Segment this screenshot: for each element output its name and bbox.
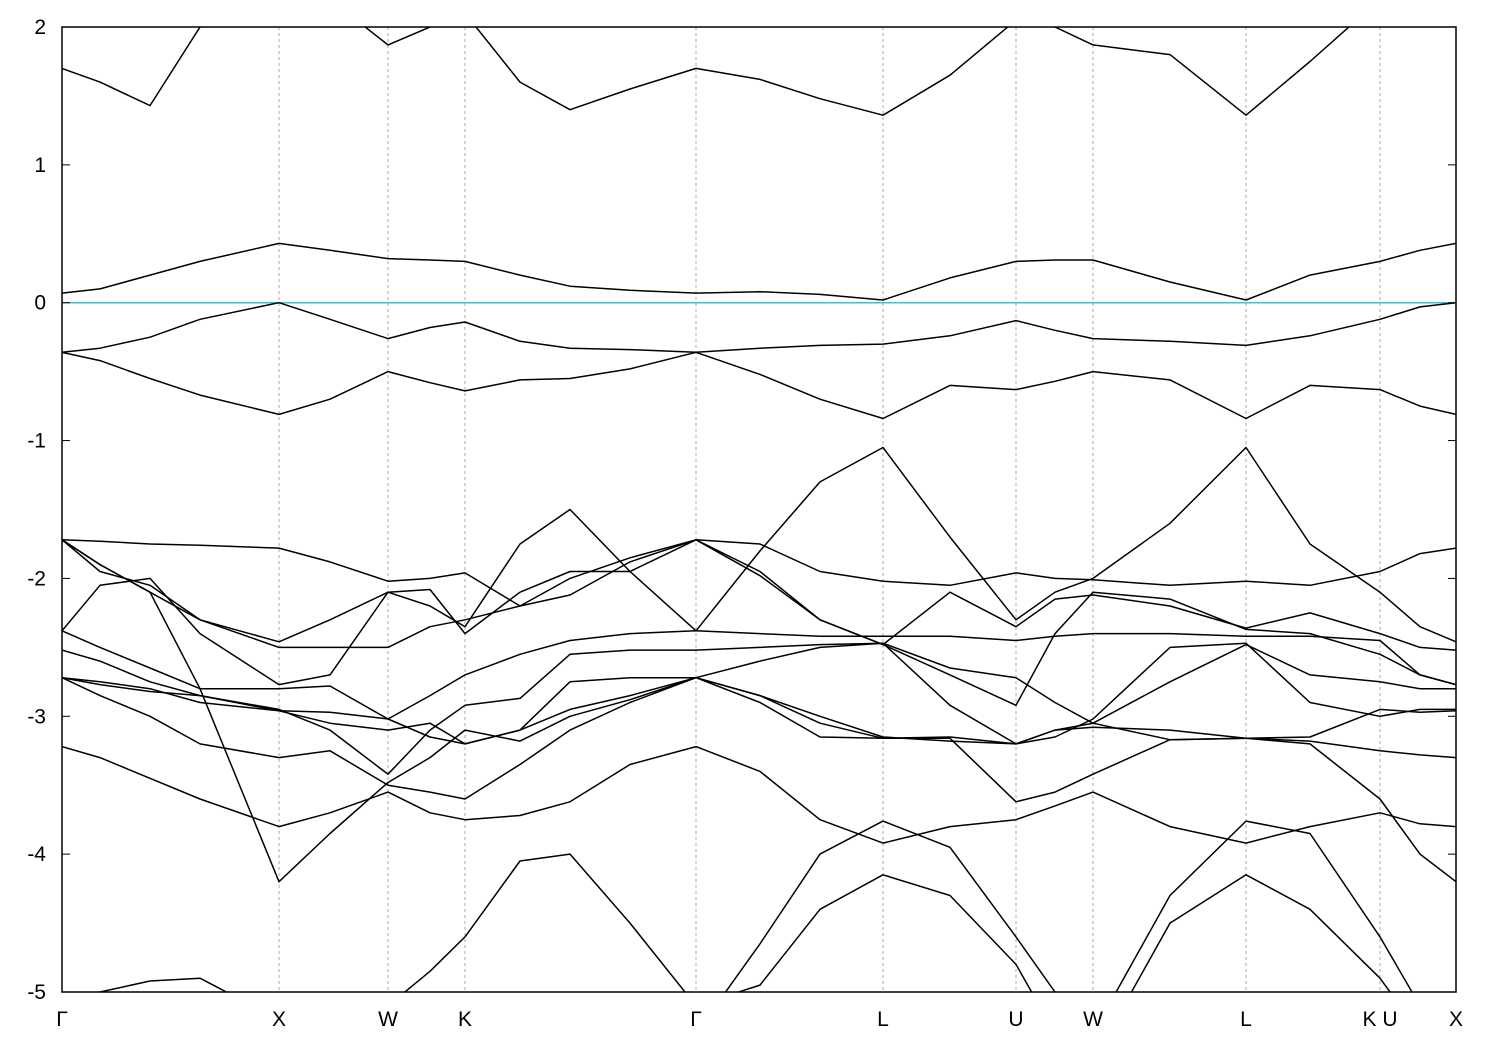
x-tick-label: Γ — [56, 1008, 68, 1031]
x-tick-label: X — [1449, 1008, 1463, 1031]
x-tick-label: K — [458, 1008, 472, 1031]
x-tick-label: L — [1240, 1008, 1252, 1031]
y-tick-label: -3 — [27, 705, 46, 728]
x-tick-label: W — [378, 1008, 398, 1031]
band-line — [62, 27, 1351, 116]
x-tick-label: K U — [1362, 1008, 1397, 1031]
band-line — [98, 853, 1391, 992]
y-tick-label: -5 — [27, 981, 46, 1004]
band-line — [62, 676, 1456, 759]
x-tick-label: X — [272, 1008, 286, 1031]
band-line — [62, 676, 1456, 803]
band-line — [62, 301, 1456, 354]
labels-layer: Γ X W K Γ L U W L K U X -5 -4 -3 -2 -1 0 1 2 — [27, 16, 1463, 1031]
y-tick-label: -4 — [27, 843, 46, 866]
band-line — [62, 642, 1456, 745]
y-tick-label: 0 — [34, 292, 46, 315]
band-line — [62, 539, 1456, 883]
band-line — [62, 745, 1456, 844]
y-tick-label: 2 — [34, 16, 46, 39]
y-tick-label: -1 — [27, 430, 46, 453]
band-line — [62, 630, 1456, 720]
band-line — [724, 820, 1413, 992]
plot-frame — [61, 26, 1457, 993]
grid-layer — [278, 27, 1381, 992]
band-line — [62, 539, 1456, 707]
bands-layer — [62, 27, 1456, 992]
x-tick-label: L — [877, 1008, 889, 1031]
band-line — [62, 242, 1456, 301]
band-line — [62, 539, 1456, 607]
x-tick-label: W — [1083, 1008, 1103, 1031]
band-line — [62, 446, 1456, 643]
y-tick-label: 1 — [34, 154, 46, 177]
y-tick-label: -2 — [27, 567, 46, 590]
x-tick-label: Γ — [690, 1008, 702, 1031]
x-tick-label: U — [1008, 1008, 1023, 1031]
band-line — [62, 351, 1456, 420]
